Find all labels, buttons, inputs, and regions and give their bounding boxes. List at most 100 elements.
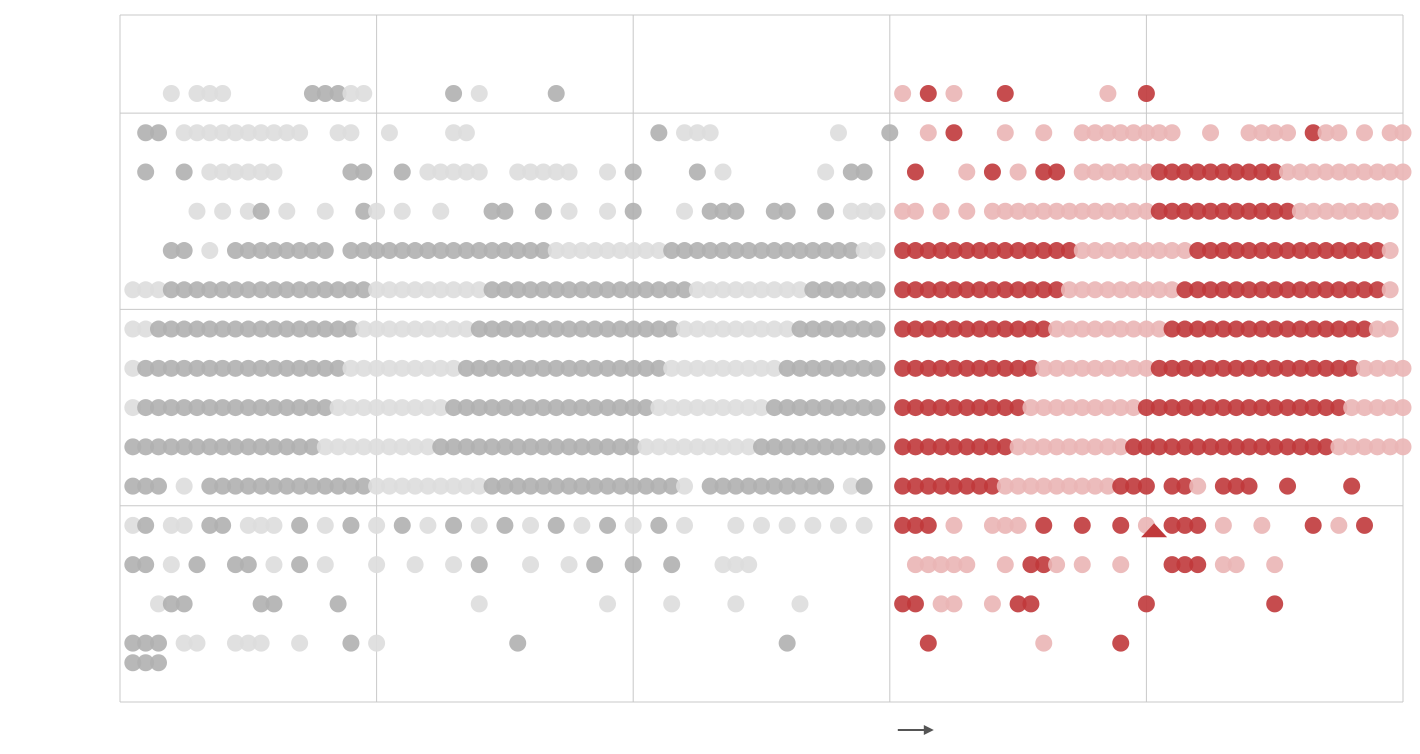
red-point <box>1073 320 1091 338</box>
gray-point <box>753 438 770 456</box>
gray-point <box>188 359 206 377</box>
red-point <box>1099 124 1117 142</box>
gray-point <box>547 438 565 456</box>
gray-point <box>239 320 257 338</box>
gray-point <box>791 242 809 260</box>
red-point <box>1189 163 1207 181</box>
gray-point <box>355 202 373 220</box>
gray-point <box>124 399 142 417</box>
gray-point <box>393 202 411 220</box>
red-point <box>1253 359 1271 377</box>
gray-point <box>239 477 257 495</box>
red-point <box>932 399 950 417</box>
gray-point <box>534 163 552 181</box>
red-point <box>906 242 924 260</box>
gray-point <box>342 281 360 299</box>
red-point <box>1356 516 1374 534</box>
gray-point <box>765 202 783 220</box>
gray-point <box>291 477 309 495</box>
gray-point <box>586 242 604 260</box>
red-point <box>1163 242 1181 260</box>
gray-point <box>175 163 193 181</box>
red-point <box>1189 516 1207 534</box>
red-point <box>919 320 937 338</box>
gray-point <box>624 202 642 220</box>
gray-point <box>149 399 167 417</box>
red-point <box>1266 595 1284 613</box>
gray-point <box>342 85 360 103</box>
red-point <box>1227 556 1245 574</box>
gray-point <box>419 477 437 495</box>
red-point <box>919 556 937 574</box>
red-point <box>971 399 989 417</box>
red-point <box>1073 516 1091 534</box>
gray-point <box>201 516 219 534</box>
gray-point <box>855 516 873 534</box>
gray-point <box>688 281 706 299</box>
red-point <box>945 477 963 495</box>
gray-point <box>663 320 681 338</box>
red-point <box>1227 477 1245 495</box>
gray-point <box>611 438 629 456</box>
gray-point <box>226 399 244 417</box>
gray-point <box>175 595 193 613</box>
gray-point <box>624 438 642 456</box>
gray-point <box>586 477 604 495</box>
gray-point <box>534 359 552 377</box>
gray-point <box>393 399 411 417</box>
red-point <box>1060 438 1078 456</box>
gray-point <box>214 320 232 338</box>
red-point <box>1240 202 1258 220</box>
red-point <box>1227 320 1245 338</box>
gray-point <box>316 477 334 495</box>
red-point <box>894 242 912 260</box>
gray-point <box>547 242 565 260</box>
red-point <box>1163 359 1181 377</box>
red-point <box>1163 516 1181 534</box>
gray-point <box>252 242 270 260</box>
red-point <box>983 320 1001 338</box>
gray-point <box>329 85 347 103</box>
gray-point <box>855 477 873 495</box>
gray-point <box>650 399 668 417</box>
red-point <box>919 634 937 652</box>
red-point <box>1189 281 1207 299</box>
red-point <box>1381 320 1399 338</box>
gray-point <box>714 438 732 456</box>
red-point <box>1163 124 1181 142</box>
red-point <box>958 163 976 181</box>
gray-point <box>599 359 617 377</box>
gray-point <box>701 320 719 338</box>
gray-point <box>496 281 514 299</box>
gray-point <box>162 595 180 613</box>
gray-point <box>291 399 309 417</box>
red-point <box>971 242 989 260</box>
gray-point <box>432 202 450 220</box>
gray-point <box>252 359 270 377</box>
gray-point <box>316 359 334 377</box>
gray-point <box>457 399 475 417</box>
red-point <box>1343 163 1361 181</box>
red-point <box>919 281 937 299</box>
gray-point <box>201 320 219 338</box>
red-point <box>1009 516 1027 534</box>
gray-point <box>470 556 488 574</box>
red-point <box>1150 202 1168 220</box>
gray-point <box>509 163 527 181</box>
gray-point <box>239 281 257 299</box>
gray-point <box>868 438 886 456</box>
gray-point <box>175 359 193 377</box>
gray-point <box>547 163 565 181</box>
gray-point <box>393 516 411 534</box>
gray-point <box>868 320 886 338</box>
gray-point <box>599 516 617 534</box>
red-point <box>1073 281 1091 299</box>
gray-point <box>573 477 591 495</box>
gray-point <box>727 399 745 417</box>
gray-point <box>522 556 540 574</box>
red-point <box>1137 438 1155 456</box>
red-point <box>1202 438 1220 456</box>
red-point <box>1150 399 1168 417</box>
red-point <box>1176 399 1194 417</box>
gray-point <box>727 359 745 377</box>
